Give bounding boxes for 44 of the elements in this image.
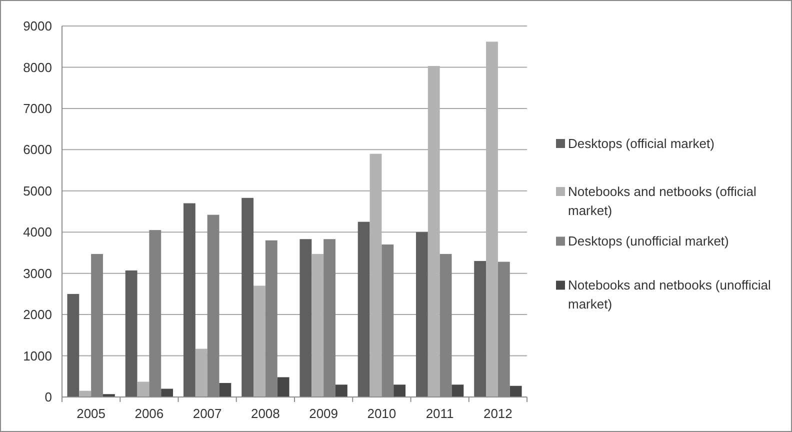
bar [183,203,196,397]
bar [300,239,312,397]
y-tick-label: 5000 [23,183,52,198]
x-tick-label: 2010 [367,406,396,421]
y-tick-label: 6000 [23,142,52,158]
x-tick-label: 2006 [134,406,164,421]
bar [510,386,522,397]
y-tick-label: 9000 [23,18,52,34]
legend-label: Desktops (official market) [568,136,714,151]
bar [125,270,138,397]
bar [474,260,486,397]
x-tick-label: 2008 [250,406,280,421]
y-tick-label: 7000 [23,100,52,116]
y-tick-label: 8000 [23,60,52,75]
bar [452,384,464,397]
bar [335,384,348,397]
bar [394,384,406,397]
legend-label: Notebooks and netbooks (official market) [568,184,756,218]
x-tick-label: 2005 [76,406,106,421]
bar [254,286,266,397]
bar [242,198,254,397]
y-tick-label: 3000 [23,266,52,281]
y-tick-label: 0 [44,390,52,405]
x-tick-label: 2007 [192,406,222,421]
bar [312,254,324,397]
bar [428,66,440,397]
bar [370,154,382,397]
bar [486,42,498,397]
y-tick-label: 1000 [23,348,52,364]
bar [195,348,208,397]
x-tick-label: 2011 [426,406,454,421]
bar [358,222,370,397]
x-tick-label: 2009 [309,406,338,421]
y-tick-label: 2000 [23,307,52,322]
bar [219,382,232,397]
bar [67,294,80,397]
bar [137,382,150,397]
legend-label: Notebooks and netbooks (unofficial market) [568,278,771,312]
bar [277,377,290,397]
bar [416,232,428,397]
x-tick-label: 2012 [483,406,512,421]
legend-label: Desktops (unofficial market) [568,234,729,249]
y-tick-label: 4000 [23,224,52,240]
bar [161,388,174,397]
